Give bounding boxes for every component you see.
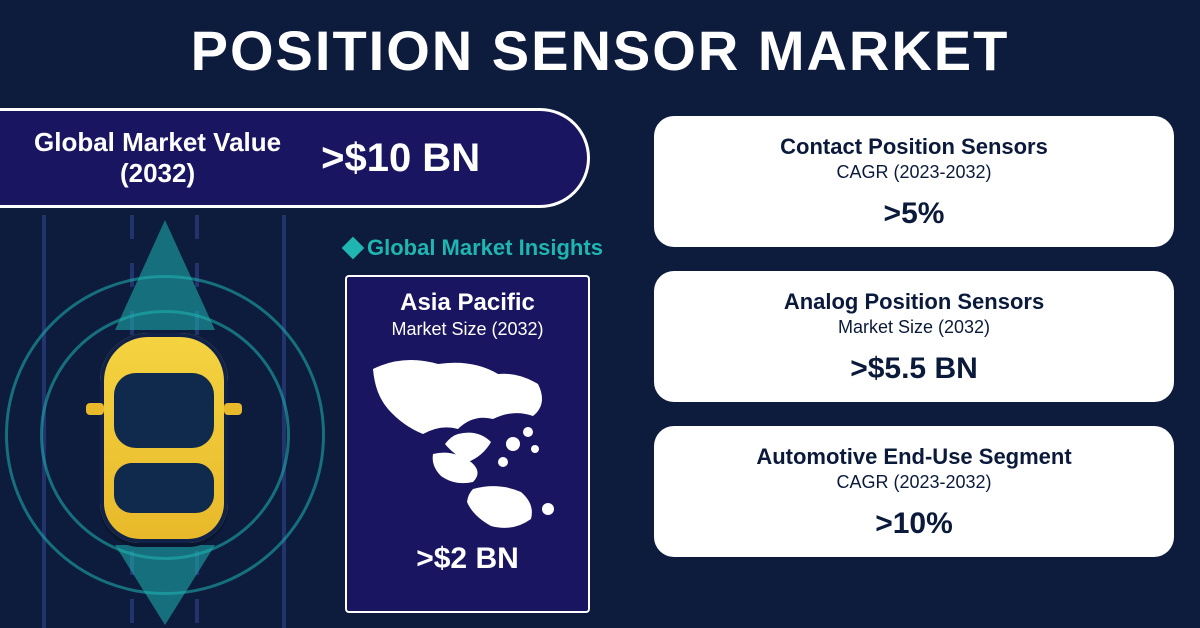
stat-card-value: >5%: [674, 197, 1154, 231]
stat-card-analog-sensors: Analog Position Sensors Market Size (203…: [654, 271, 1174, 402]
car-rear-window: [114, 463, 214, 513]
global-value-amount: >$10 BN: [321, 136, 480, 181]
sensor-beam-rear: [115, 545, 215, 625]
global-value-label-line1: Global Market Value: [34, 127, 281, 158]
asia-card-title: Asia Pacific: [355, 289, 580, 317]
brand-logo-icon: [342, 237, 365, 260]
asia-pacific-map-icon: [363, 354, 573, 534]
stat-card-title: Analog Position Sensors: [674, 289, 1154, 315]
stat-card-contact-sensors: Contact Position Sensors CAGR (2023-2032…: [654, 116, 1174, 247]
brand-logo: Global Market Insights: [345, 235, 603, 261]
asia-card-value: >$2 BN: [355, 542, 580, 576]
asia-card-subtitle: Market Size (2032): [355, 319, 580, 340]
stat-card-subtitle: CAGR (2023-2032): [674, 472, 1154, 493]
stat-card-value: >10%: [674, 507, 1154, 541]
global-value-label-line2: (2032): [34, 158, 281, 189]
brand-logo-text: Global Market Insights: [367, 235, 603, 260]
stat-cards-column: Contact Position Sensors CAGR (2023-2032…: [654, 116, 1174, 557]
car-windshield: [114, 373, 214, 448]
stat-card-subtitle: CAGR (2023-2032): [674, 162, 1154, 183]
autonomous-car-graphic: [0, 215, 330, 628]
sensor-beam-front: [115, 220, 215, 330]
car-mirror-left: [86, 403, 104, 415]
car-icon: [100, 333, 228, 543]
stat-card-automotive-segment: Automotive End-Use Segment CAGR (2023-20…: [654, 426, 1174, 557]
stat-card-subtitle: Market Size (2032): [674, 317, 1154, 338]
car-mirror-right: [224, 403, 242, 415]
stat-card-title: Contact Position Sensors: [674, 134, 1154, 160]
asia-pacific-card: Asia Pacific Market Size (2032) >$2 BN: [345, 275, 590, 613]
stat-card-title: Automotive End-Use Segment: [674, 444, 1154, 470]
global-value-label: Global Market Value (2032): [34, 127, 281, 189]
global-market-value-pill: Global Market Value (2032) >$10 BN: [0, 108, 590, 208]
page-title: POSITION SENSOR MARKET: [0, 0, 1200, 83]
stat-card-value: >$5.5 BN: [674, 352, 1154, 386]
